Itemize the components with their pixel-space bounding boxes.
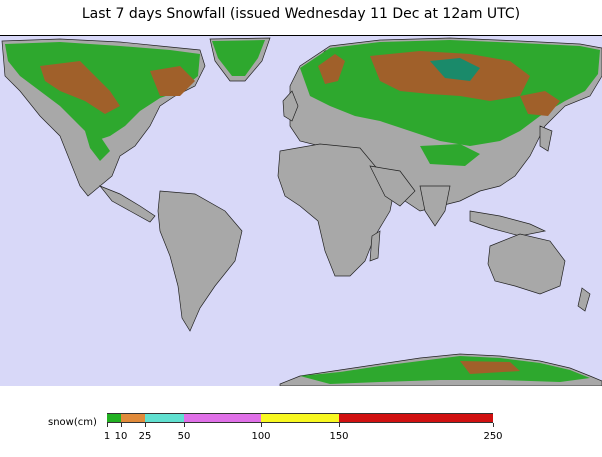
british-isles [282, 90, 299, 122]
snow-east-asia-moderate [520, 91, 560, 116]
map-title: Last 7 days Snowfall (issued Wednesday 1… [81, 6, 521, 22]
snow-scandinavia [318, 54, 345, 84]
snowfall-legend: snow(cm) 1 10 25 50 100 150 250 [0, 386, 602, 457]
legend-bin-25-50 [145, 413, 184, 423]
snow-hudson-moderate [150, 66, 195, 96]
world-snowfall-map [0, 36, 602, 386]
central-america [98, 185, 156, 223]
legend-tick-label: 150 [329, 431, 349, 442]
madagascar [369, 230, 381, 262]
south-america [157, 190, 243, 332]
legend-tick-mark [145, 423, 146, 427]
australia [487, 233, 566, 295]
map-canvas [0, 36, 602, 386]
legend-bin-100-150 [261, 413, 339, 423]
legend-bin-150-250 [339, 413, 493, 423]
legend-tick-mark [339, 423, 340, 427]
legend-tick-mark [261, 423, 262, 427]
snow-greenland [212, 40, 265, 76]
legend-color-scale [107, 413, 493, 423]
arabia [369, 165, 416, 207]
legend-bin-10-25 [121, 413, 145, 423]
legend-tick-mark [184, 423, 185, 427]
snow-north-america-moderate [40, 61, 120, 114]
legend-tick-label: 50 [177, 431, 191, 442]
legend-tick-mark [493, 423, 494, 427]
legend-tick-label: 100 [251, 431, 271, 442]
indonesia [469, 210, 547, 237]
japan [539, 125, 553, 152]
legend-bin-50-100 [184, 413, 261, 423]
map-top-border [0, 35, 602, 36]
snow-rockies-light [85, 131, 110, 161]
new-zealand [577, 287, 591, 312]
legend-tick-label: 1 [103, 431, 111, 442]
legend-tick-label: 250 [483, 431, 503, 442]
india [419, 185, 451, 227]
snow-antarctica [300, 356, 590, 384]
legend-tick-label: 25 [138, 431, 152, 442]
snow-antarctica-moderate [460, 361, 520, 374]
snow-tibet-light [420, 144, 480, 166]
legend-tick-mark [121, 423, 122, 427]
legend-unit-label: snow(cm) [48, 417, 97, 428]
legend-bin-1-10 [107, 413, 121, 423]
africa [277, 143, 396, 277]
snow-siberia-heavy [430, 58, 480, 81]
snowfall-overlay [5, 40, 600, 384]
legend-tick-mark [107, 423, 108, 427]
legend-tick-label: 10 [114, 431, 128, 442]
